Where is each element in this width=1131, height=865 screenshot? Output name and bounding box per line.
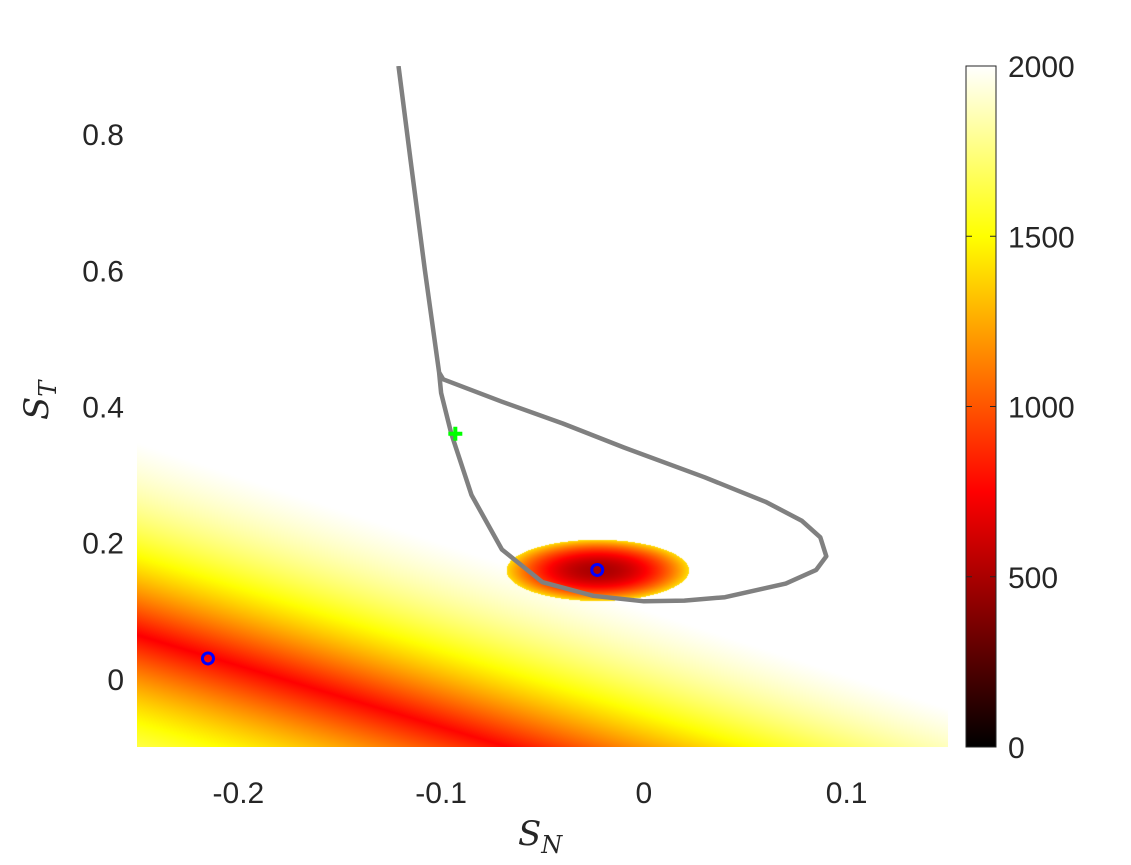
y-tick-label: 0.2: [82, 528, 124, 561]
x-tick-label: 0: [636, 777, 653, 810]
y-axis-label: ST: [17, 379, 62, 420]
x-tick-label: 0.1: [826, 777, 868, 810]
y-tick-label: 0.4: [82, 392, 124, 425]
colorbar-tick-label: 1000: [1008, 392, 1075, 425]
marker-plus-2: [448, 426, 463, 441]
x-axis-label-sub: N: [540, 831, 563, 859]
y-axis-ticks: 0 0.2 0.4 0.6 0.8: [82, 119, 124, 697]
boundary-curve: [396, 66, 829, 604]
heatmap-surface-wrapper: [137, 66, 948, 747]
x-axis-ticks: -0.2 -0.1 0 0.1: [213, 777, 868, 810]
y-tick-label: 0.6: [82, 255, 124, 288]
x-axis-label-main: S: [518, 814, 541, 854]
marker-circle-1: [590, 562, 605, 577]
colorbar-tick-label: 0: [1008, 732, 1025, 765]
x-tick-label: -0.2: [213, 777, 265, 810]
y-axis-label-main: S: [17, 397, 57, 420]
heatmap-surface: [137, 66, 948, 747]
y-tick-label: 0.8: [82, 119, 124, 152]
x-axis-label: SN: [518, 814, 563, 859]
colorbar-tick-label: 1500: [1008, 221, 1075, 254]
colorbar-tick-label: 2000: [1008, 51, 1075, 84]
y-axis-label-sub: T: [34, 379, 62, 397]
colorbar-ticks: 0 500 1000 1500 2000: [966, 51, 1075, 765]
plot-overlay: [200, 66, 829, 666]
markers-layer: [200, 426, 605, 666]
x-tick-label: -0.1: [415, 777, 467, 810]
colorbar-tick-label: 500: [1008, 562, 1058, 595]
marker-circle-0: [200, 651, 215, 666]
y-tick-label: 0: [107, 664, 124, 697]
